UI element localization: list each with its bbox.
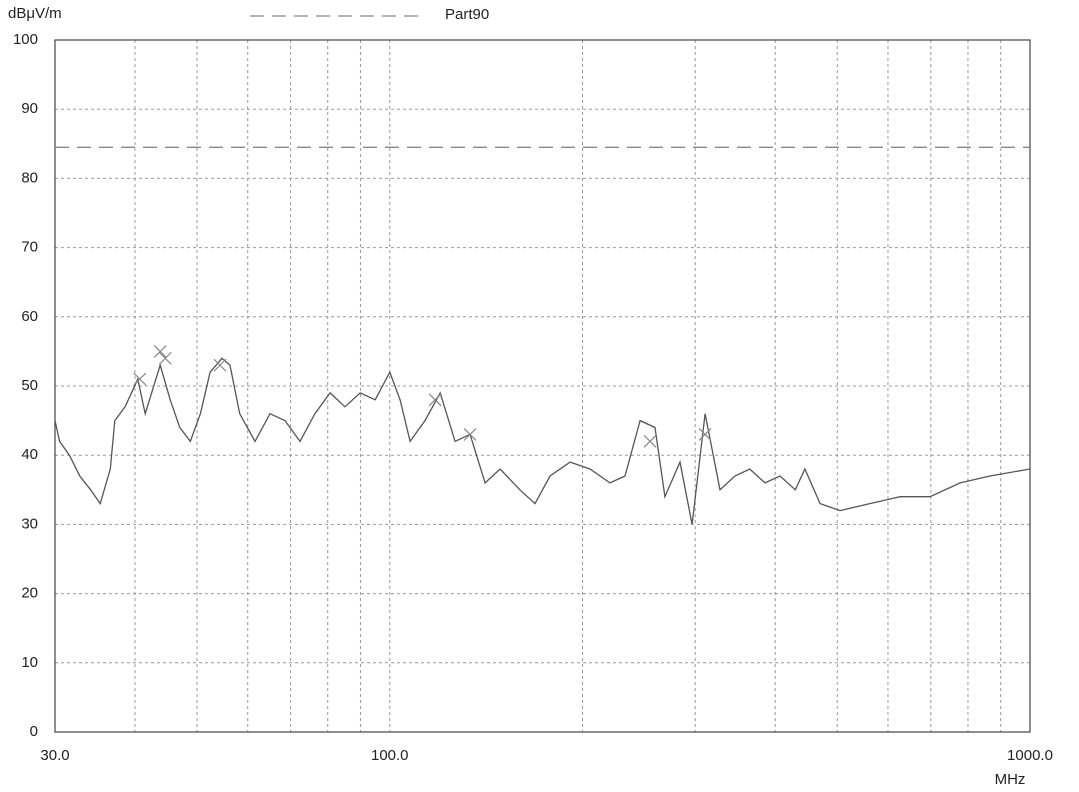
- x-tick-label: 100.0: [371, 747, 409, 764]
- y-tick-label: 50: [21, 377, 38, 394]
- y-axis-label: dBμV/m: [8, 5, 62, 22]
- x-axis-label: MHz: [995, 771, 1026, 788]
- x-tick-label: 1000.0: [1007, 747, 1053, 764]
- y-tick-label: 40: [21, 446, 38, 463]
- y-tick-label: 70: [21, 239, 38, 256]
- peak-marker: [158, 351, 172, 365]
- y-tick-label: 0: [30, 723, 38, 740]
- plot-frame: [54, 39, 1031, 733]
- peak-marker: [463, 428, 477, 441]
- peak-marker: [153, 344, 167, 358]
- peak-marker: [133, 372, 147, 386]
- y-tick-label: 60: [21, 308, 38, 325]
- trace-line: [54, 357, 1031, 525]
- y-tick-label: 90: [21, 100, 38, 117]
- y-tick-label: 20: [21, 585, 38, 602]
- peak-marker: [428, 393, 442, 407]
- y-tick-label: 100: [13, 31, 38, 48]
- x-tick-label: 30.0: [40, 747, 69, 764]
- y-tick-label: 80: [21, 169, 38, 186]
- y-tick-label: 10: [21, 654, 38, 671]
- peak-marker: [643, 434, 657, 448]
- peak-marker: [698, 428, 712, 441]
- peak-marker: [213, 358, 227, 372]
- y-tick-label: 30: [21, 515, 38, 532]
- legend-label: Part90: [445, 6, 489, 23]
